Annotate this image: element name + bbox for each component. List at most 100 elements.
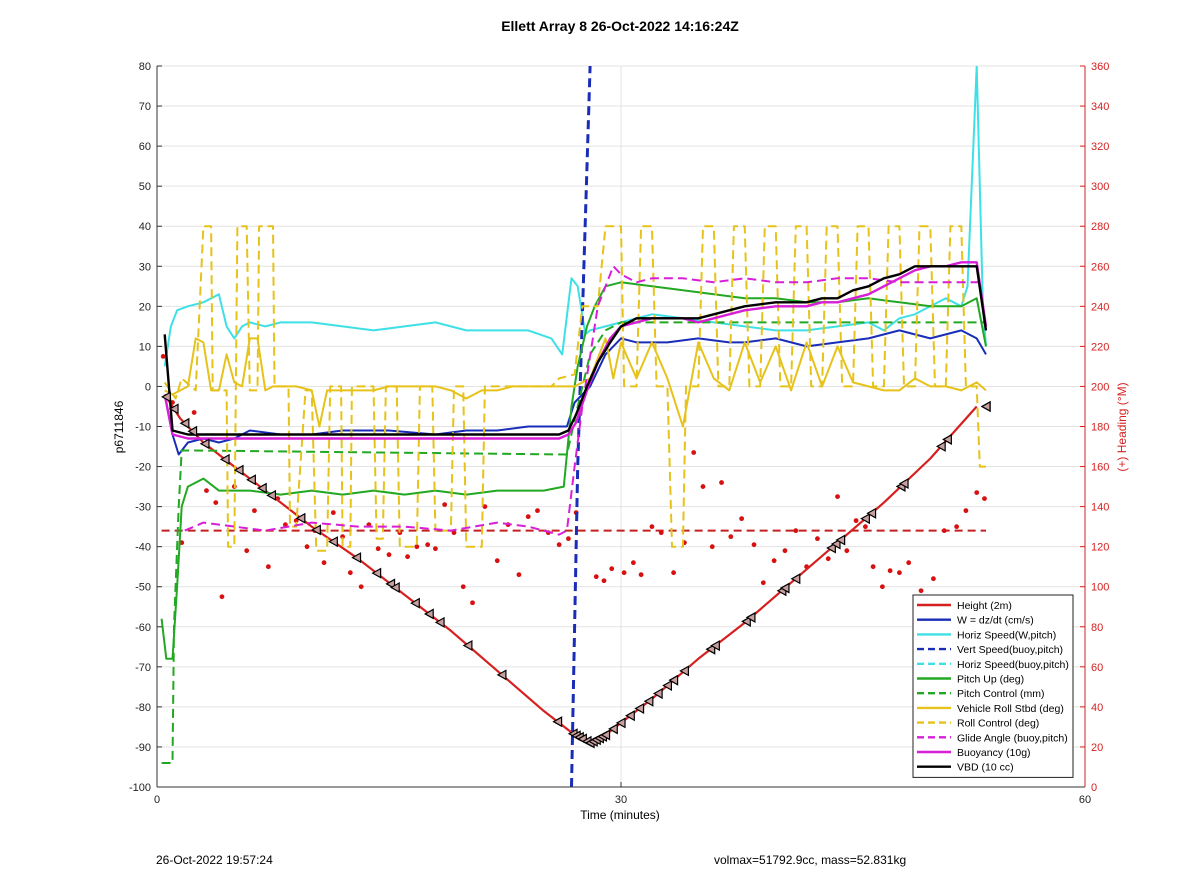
waypoint-marker (161, 391, 171, 403)
y-tick-label: -30 (135, 502, 151, 514)
heading-point (887, 568, 893, 574)
waypoint-marker (389, 581, 400, 594)
waypoint-marker (741, 615, 751, 627)
legend-label: Horiz Speed(buoy,pitch) (957, 659, 1069, 671)
waypoint-marker (410, 597, 420, 609)
y2-tick-label: 20 (1091, 742, 1103, 754)
y2-tick-label: 40 (1091, 702, 1103, 714)
heading-point (425, 542, 431, 548)
heading-point (982, 496, 987, 501)
heading-point (638, 572, 644, 578)
heading-point (879, 584, 885, 590)
heading-point (330, 510, 336, 516)
legend-label: VBD (10 cc) (957, 762, 1014, 774)
waypoint-marker (351, 552, 362, 564)
legend-label: W = dz/dt (cm/s) (957, 615, 1034, 627)
y-tick-label: -40 (135, 542, 151, 554)
heading-point (658, 530, 664, 536)
heading-point (728, 534, 734, 540)
heading-point (825, 556, 831, 562)
waypoint-marker (179, 417, 190, 429)
heading-point (213, 500, 219, 506)
legend-label: Vert Speed(buoy,pitch) (957, 644, 1063, 656)
heading-point (897, 570, 902, 576)
y-tick-label: 0 (145, 381, 151, 393)
heading-point (482, 504, 488, 510)
heading-point (621, 570, 627, 576)
heading-point (853, 518, 859, 524)
y-tick-label: -100 (129, 782, 151, 794)
heading-point (709, 544, 715, 550)
heading-point (282, 522, 288, 528)
waypoint-marker (625, 710, 635, 722)
x-tick-label: 0 (154, 794, 160, 806)
heading-point (918, 588, 924, 594)
waypoint-marker (295, 512, 306, 524)
y2-tick-label: 320 (1091, 141, 1109, 153)
y2-tick-label: 180 (1091, 422, 1109, 434)
series-line-horiz-speed-w-pitch (163, 66, 987, 367)
waypoint-marker (371, 567, 382, 579)
y-tick-label: 40 (139, 221, 151, 233)
heading-point (954, 524, 960, 530)
waypoint-marker (423, 608, 434, 620)
waypoint-marker (199, 438, 210, 450)
series-line-glide-angle-buoy-pitch (184, 265, 980, 536)
y-tick-label: -70 (135, 662, 151, 674)
waypoint-marker (668, 674, 679, 686)
heading-point (525, 514, 531, 520)
y2-tick-label: 160 (1091, 462, 1109, 474)
heading-point (375, 546, 381, 552)
heading-point (751, 542, 757, 548)
waypoint-marker (634, 702, 645, 715)
y-tick-label: -20 (135, 462, 151, 474)
legend-label: Glide Angle (buoy,pitch) (957, 732, 1068, 744)
heading-point (433, 546, 438, 552)
y2-axis-label: (+) Heading (°M) (1115, 382, 1129, 471)
waypoint-marker (608, 723, 618, 735)
heading-point (691, 450, 697, 455)
waypoint-marker (830, 538, 841, 550)
y-tick-label: 80 (139, 61, 151, 73)
waypoint-marker (600, 729, 611, 741)
heading-point (556, 542, 562, 548)
heading-point (535, 508, 540, 514)
waypoint-marker (266, 489, 277, 501)
heading-point (835, 494, 840, 499)
waypoint-marker (835, 534, 846, 546)
heading-point (470, 600, 475, 606)
series-line-w-dz-dt-cm-s (163, 329, 987, 456)
heading-point (414, 544, 420, 550)
heading-point (386, 552, 392, 558)
waypoint-marker (679, 665, 690, 677)
heading-point (191, 410, 197, 415)
waypoint-marker (826, 542, 836, 554)
legend-label: Height (2m) (957, 600, 1012, 612)
heading-point (844, 548, 850, 554)
x-tick-label: 60 (1079, 794, 1091, 806)
waypoint-marker (552, 716, 563, 728)
y-tick-label: 60 (139, 141, 151, 153)
heading-point (649, 524, 655, 530)
heading-point (719, 480, 724, 485)
waypoint-marker (311, 524, 321, 536)
heading-point (244, 548, 250, 554)
heading-point (304, 544, 310, 550)
heading-point (601, 578, 607, 584)
heading-point (265, 564, 271, 570)
heading-point (340, 534, 345, 540)
heading-point (760, 580, 766, 586)
heading-point (906, 560, 912, 566)
waypoint-marker (233, 464, 244, 476)
heading-point (782, 548, 788, 554)
waypoint-marker (652, 688, 663, 700)
waypoint-marker (496, 669, 507, 681)
legend: Height (2m) W = dz/dt (cm/s) Horiz Speed(W… (912, 594, 1074, 778)
footer-timestamp: 26-Oct-2022 19:57:24 (156, 853, 273, 867)
waypoint-marker (328, 536, 338, 548)
y2-tick-label: 120 (1091, 542, 1109, 554)
x-tick-label: 30 (615, 794, 627, 806)
y2-tick-label: 200 (1091, 381, 1109, 393)
footer-info: volmax=51792.9cc, mass=52.831kg (714, 853, 907, 867)
heading-point (671, 570, 676, 576)
